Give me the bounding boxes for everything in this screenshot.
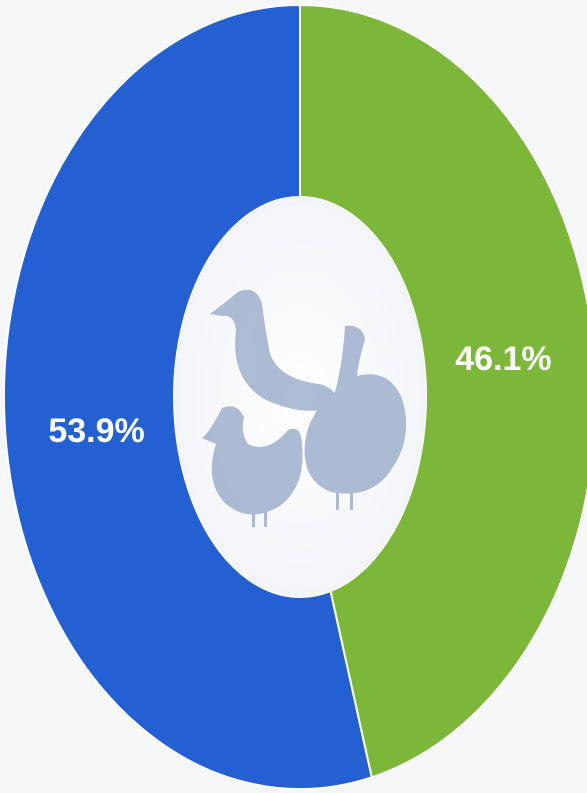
poultry-icon: [202, 289, 407, 527]
value-label: 53.9%: [48, 412, 144, 450]
value-label: 46.1%: [455, 340, 551, 378]
